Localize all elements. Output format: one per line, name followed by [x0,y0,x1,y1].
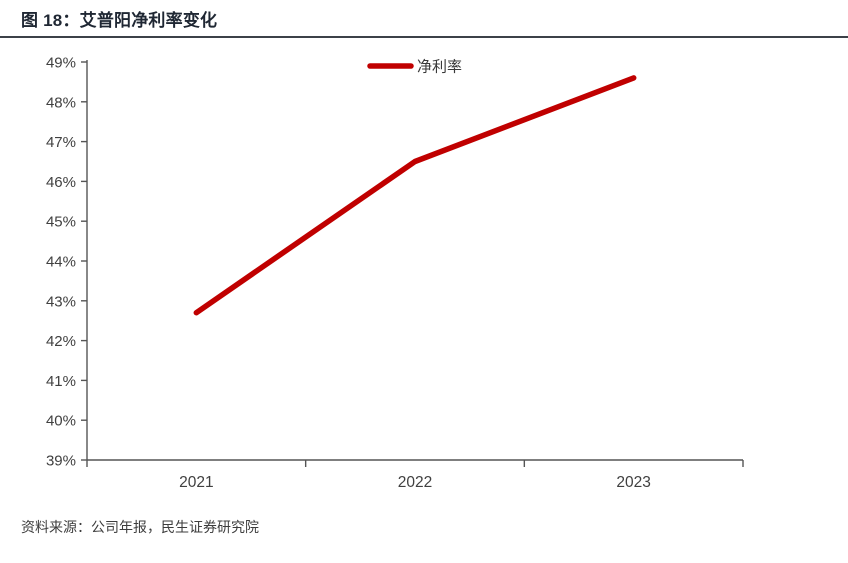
x-category-label: 2021 [179,474,213,491]
y-axis-ticks [81,61,87,461]
y-tick-label: 42% [46,333,76,350]
y-tick-label: 49% [46,55,76,72]
y-tick-label: 47% [46,134,76,151]
y-tick-label: 39% [46,453,76,470]
series-lines [193,75,637,316]
x-axis-labels: 2021 2022 2023 [179,474,651,491]
title-underline [0,36,848,38]
figure-title: 图 18：艾普阳净利率变化 [21,11,218,30]
y-axis-labels: 49% 48% 47% 46% 45% 44% 43% 42% 41% 40% 39% [46,55,76,470]
series-line-净利率 [193,75,637,316]
figure-card: 图 18：艾普阳净利率变化 49% 48% 47% 46% 45% 44% 43% 42% 41… [0,10,848,563]
legend: 净利率 [367,59,462,76]
y-tick-label: 44% [46,254,76,271]
x-axis-ticks [86,460,744,467]
y-tick-label: 43% [46,293,76,310]
y-tick-label: 48% [46,94,76,111]
y-tick-label: 40% [46,413,76,430]
legend-label: 净利率 [417,59,462,76]
source-note: 资料来源：公司年报，民生证券研究院 [21,519,259,535]
x-category-label: 2023 [616,474,650,491]
y-tick-label: 45% [46,214,76,231]
net-margin-line-chart: 49%48%47%46%45%44%43%42%41%40%39% 2021 20… [46,55,744,491]
y-tick-label: 46% [46,174,76,191]
y-tick-label: 41% [46,373,76,390]
axes [86,60,743,461]
x-category-label: 2022 [398,474,432,491]
